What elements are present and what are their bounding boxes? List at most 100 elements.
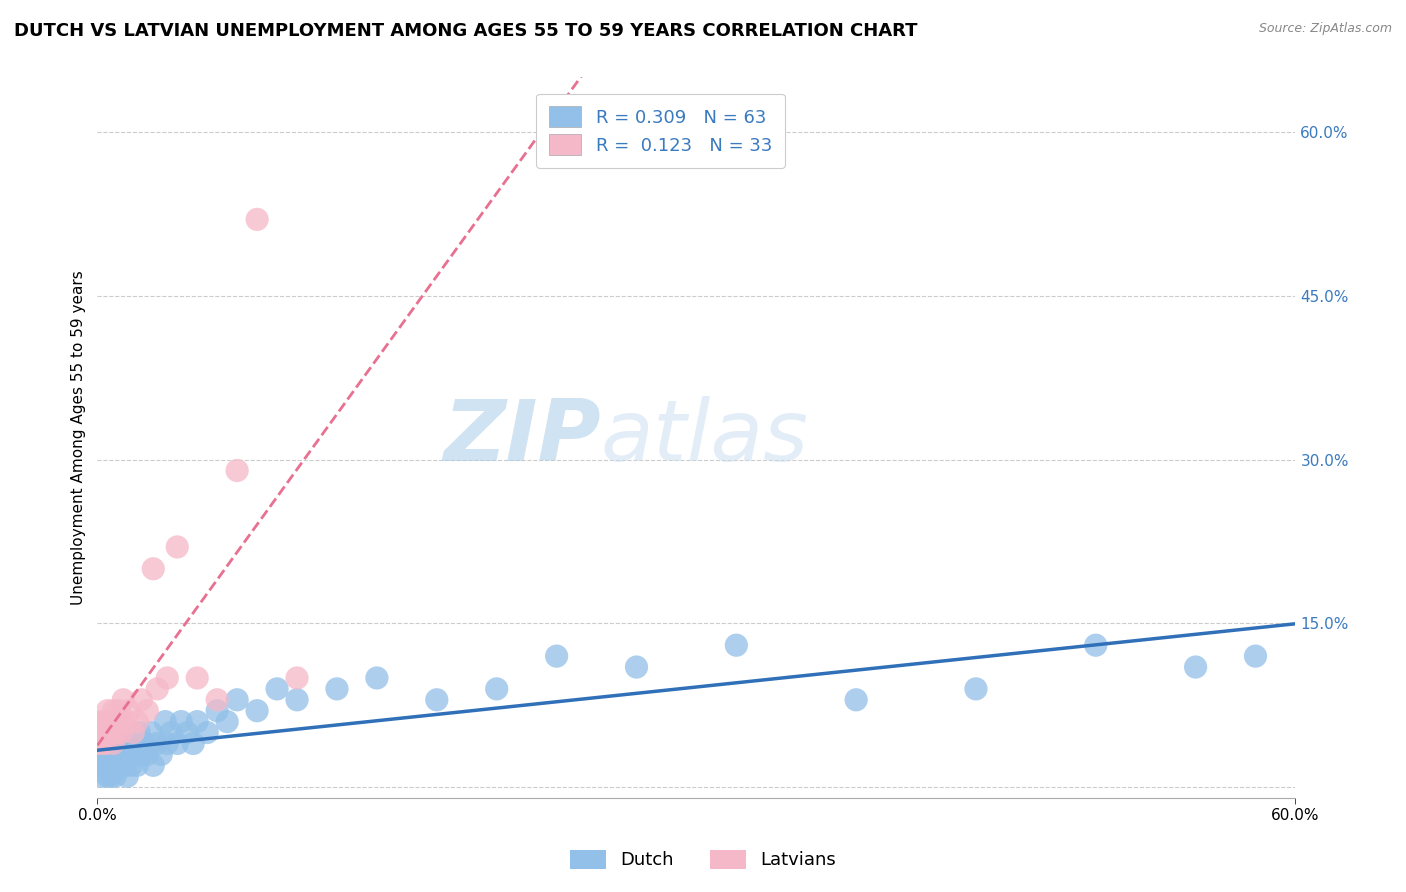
Point [127,758,149,772]
Point [426,693,449,707]
Text: ZIP: ZIP [443,396,600,479]
Point [104,769,127,783]
Point [146,681,169,696]
Point [90,736,112,750]
Point [105,736,128,750]
Point [129,693,152,707]
Point [160,725,183,739]
Point [89,725,111,739]
Point [100,725,122,739]
Point [122,725,145,739]
Point [93,747,115,762]
Point [142,758,165,772]
Point [96,704,118,718]
Point [485,681,508,696]
Point [100,747,122,762]
Point [128,725,150,739]
Point [176,725,198,739]
Point [86,758,108,772]
Point [150,747,173,762]
Point [104,747,127,762]
Point [94,714,117,729]
Point [100,769,122,783]
Point [326,681,349,696]
Point [117,769,139,783]
Point [142,562,165,576]
Point [136,704,159,718]
Point [205,693,228,707]
Point [134,736,156,750]
Point [226,693,249,707]
Point [98,758,121,772]
Point [103,758,125,772]
Point [186,671,208,685]
Point [129,747,152,762]
Point [226,463,249,477]
Point [205,704,228,718]
Point [127,714,149,729]
Point [103,704,125,718]
Point [246,212,269,227]
Point [246,704,269,718]
Point [96,747,118,762]
Point [217,714,239,729]
Point [94,758,117,772]
Text: DUTCH VS LATVIAN UNEMPLOYMENT AMONG AGES 55 TO 59 YEARS CORRELATION CHART: DUTCH VS LATVIAN UNEMPLOYMENT AMONG AGES… [14,22,918,40]
Point [93,725,115,739]
Point [108,704,131,718]
Point [105,758,128,772]
Point [103,736,125,750]
Point [93,758,115,772]
Point [285,671,308,685]
Point [104,725,127,739]
Point [98,714,121,729]
Point [103,736,125,750]
Point [118,747,141,762]
Legend: Dutch, Latvians: Dutch, Latvians [561,841,845,879]
Point [120,758,142,772]
Point [1184,660,1206,674]
Point [186,714,208,729]
Point [266,681,288,696]
Point [105,714,128,729]
Point [136,747,159,762]
Point [181,736,204,750]
Point [366,671,388,685]
Point [110,758,132,772]
Point [94,736,117,750]
Point [155,714,177,729]
Point [112,725,135,739]
Point [166,540,188,554]
Point [725,638,748,652]
Point [146,736,169,750]
Point [114,758,136,772]
Text: atlas: atlas [600,396,808,479]
Point [156,671,179,685]
Point [90,714,112,729]
Point [170,714,193,729]
Point [117,714,139,729]
Point [285,693,308,707]
Point [118,704,141,718]
Point [112,693,135,707]
Point [124,747,146,762]
Legend: R = 0.309   N = 63, R =  0.123   N = 33: R = 0.309 N = 63, R = 0.123 N = 33 [536,94,785,168]
Text: Source: ZipAtlas.com: Source: ZipAtlas.com [1258,22,1392,36]
Point [96,725,118,739]
Point [96,769,118,783]
Point [122,736,145,750]
Point [546,649,568,664]
Point [112,747,135,762]
Point [141,725,163,739]
Point [110,725,132,739]
Point [195,725,218,739]
Y-axis label: Unemployment Among Ages 55 to 59 years: Unemployment Among Ages 55 to 59 years [72,270,86,605]
Point [626,660,648,674]
Point [166,736,188,750]
Point [156,736,179,750]
Point [86,736,108,750]
Point [1084,638,1107,652]
Point [108,747,131,762]
Point [965,681,987,696]
Point [90,769,112,783]
